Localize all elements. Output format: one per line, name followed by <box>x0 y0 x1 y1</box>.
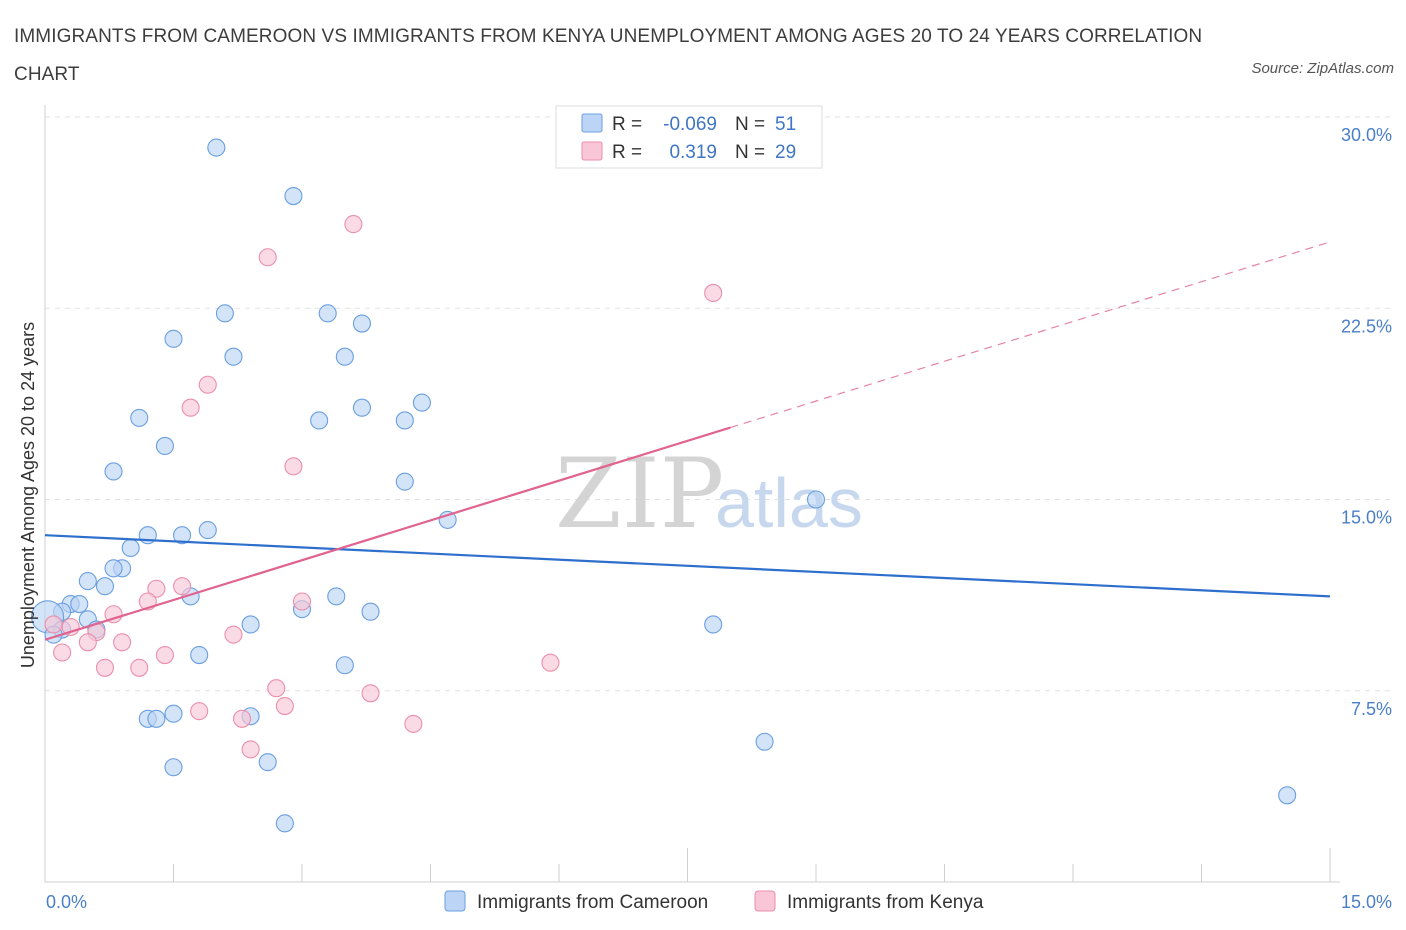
cameroon-point <box>310 411 329 430</box>
x-tick-label: 0.0% <box>46 892 87 912</box>
bottom-legend-label-kenya: Immigrants from Kenya <box>787 892 984 913</box>
cameroon-point <box>104 462 123 481</box>
kenya-point <box>155 645 174 665</box>
cameroon-point <box>755 732 774 751</box>
cameroon-point <box>412 393 431 412</box>
cameroon-point <box>215 304 234 323</box>
cameroon-point <box>1278 786 1297 805</box>
bottom-legend-swatch-cameroon <box>444 890 466 912</box>
cameroon-point <box>327 587 346 606</box>
legend-n-label-kenya: N = <box>735 142 765 163</box>
legend-n-value-kenya: 29 <box>775 142 796 163</box>
legend-swatch-kenya <box>581 141 603 161</box>
kenya-point <box>190 702 209 721</box>
kenya-point <box>130 658 149 677</box>
cameroon-point <box>164 704 183 723</box>
cameroon-point <box>241 615 260 634</box>
cameroon-point <box>395 411 414 430</box>
cameroon-point <box>258 753 277 772</box>
series-kenya-points <box>44 215 723 759</box>
cameroon-point <box>78 572 97 591</box>
watermark-atlas: atlas <box>715 464 863 542</box>
cameroon-point <box>361 602 380 621</box>
cameroon-point <box>335 656 354 675</box>
legend-r-value-cameroon: -0.069 <box>663 114 717 135</box>
legend-r-label-cameroon: R = <box>612 114 642 135</box>
y-tick-label: 30.0% <box>1341 125 1392 145</box>
cameroon-point <box>806 490 826 509</box>
y-tick-label: 15.0% <box>1341 508 1392 528</box>
trend-line-kenya-extension <box>730 241 1331 429</box>
kenya-point <box>241 740 260 759</box>
bottom-legend-label-cameroon: Immigrants from Cameroon <box>477 892 708 913</box>
kenya-point <box>53 643 72 662</box>
y-axis-label: Unemployment Among Ages 20 to 24 years <box>18 322 38 668</box>
kenya-point <box>44 615 63 634</box>
kenya-point <box>113 633 132 652</box>
cameroon-point <box>207 138 226 157</box>
cameroon-point <box>95 577 115 596</box>
source-label: Source: ZipAtlas.com <box>1251 60 1394 77</box>
kenya-point <box>147 579 166 598</box>
kenya-point <box>173 577 192 596</box>
kenya-point <box>95 658 115 677</box>
legend-n-value-cameroon: 51 <box>775 114 796 135</box>
kenya-point <box>232 709 252 728</box>
cameroon-point <box>190 645 209 665</box>
cameroon-point <box>395 472 414 491</box>
kenya-point <box>292 592 312 611</box>
kenya-point <box>275 696 294 716</box>
kenya-point <box>258 248 277 267</box>
cameroon-point <box>352 314 372 333</box>
chart-title: IMMIGRANTS FROM CAMEROON VS IMMIGRANTS F… <box>14 26 1203 85</box>
kenya-point <box>284 457 303 476</box>
cameroon-point <box>104 559 123 578</box>
bottom-legend: Immigrants from Cameroon Immigrants from… <box>444 890 984 913</box>
cameroon-point <box>155 436 174 456</box>
kenya-point <box>704 283 723 303</box>
cameroon-point <box>275 814 294 833</box>
cameroon-point <box>198 521 217 540</box>
legend-r-label-kenya: R = <box>612 142 642 163</box>
kenya-point <box>267 679 286 698</box>
cameroon-point <box>224 347 243 366</box>
cameroon-point <box>121 538 140 558</box>
legend-r-value-kenya: 0.319 <box>669 142 717 163</box>
kenya-point <box>104 605 123 624</box>
cameroon-point <box>352 398 372 417</box>
legend-swatch-cameroon <box>581 113 603 133</box>
grid-lines <box>45 116 1392 692</box>
legend-n-label-cameroon: N = <box>735 114 765 135</box>
trend-line-kenya <box>44 426 731 641</box>
kenya-point <box>198 375 217 394</box>
cameroon-point <box>70 594 89 614</box>
cameroon-point <box>147 709 166 728</box>
cameroon-point <box>284 187 303 206</box>
kenya-point <box>78 633 97 652</box>
trend-lines <box>44 241 1331 641</box>
kenya-point <box>181 398 200 417</box>
x-tick-label: 15.0% <box>1341 892 1392 912</box>
kenya-point <box>541 653 560 672</box>
cameroon-point <box>335 347 354 366</box>
kenya-point <box>404 714 423 733</box>
cameroon-point <box>704 615 723 634</box>
cameroon-point <box>130 408 149 427</box>
y-tick-label: 22.5% <box>1341 316 1392 336</box>
cameroon-point <box>318 304 337 323</box>
top-legend: R = -0.069 N = 51 R = 0.319 N = 29 <box>555 105 823 169</box>
kenya-point <box>224 625 243 644</box>
axes <box>44 105 1340 883</box>
trend-line-cameroon <box>44 534 1331 598</box>
tick-labels: 7.5% 15.0% 22.5% 30.0% 0.0% 15.0% <box>46 125 1392 912</box>
cameroon-point <box>173 526 192 545</box>
kenya-point <box>344 215 363 234</box>
cameroon-point <box>164 758 183 777</box>
kenya-point <box>361 684 380 703</box>
cameroon-point <box>164 329 183 348</box>
y-tick-label: 7.5% <box>1351 699 1392 719</box>
bottom-legend-swatch-kenya <box>754 890 776 912</box>
